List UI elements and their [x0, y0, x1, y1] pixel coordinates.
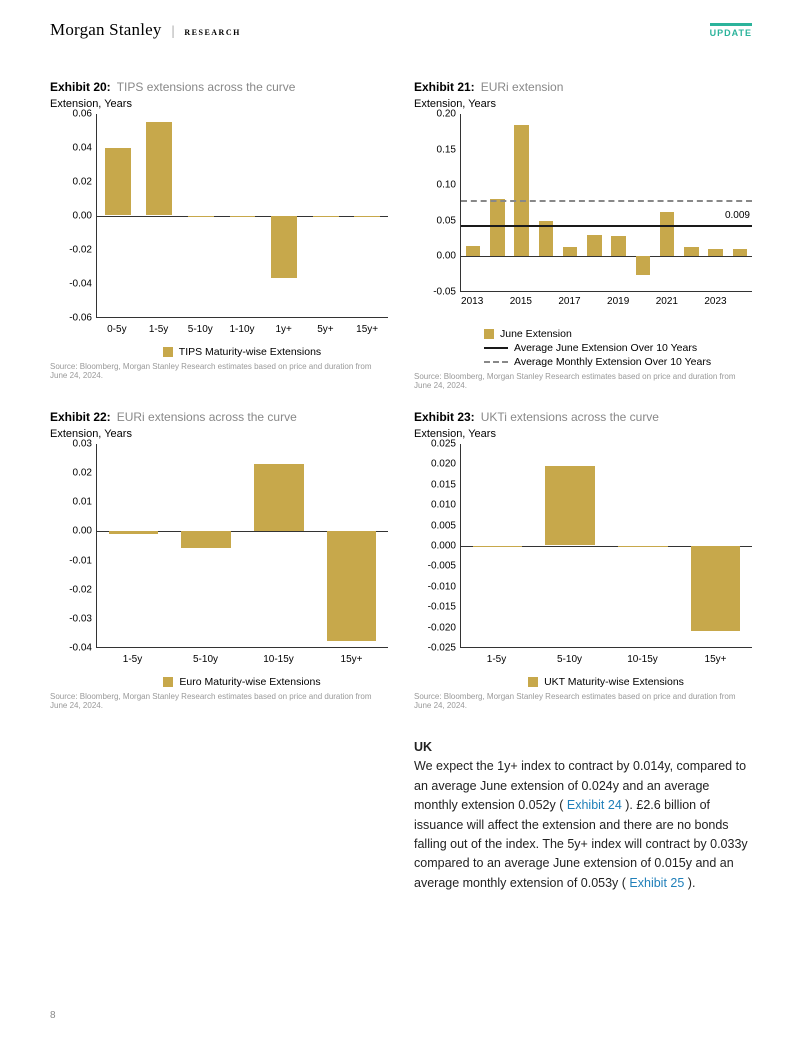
- legend: Euro Maturity-wise Extensions: [96, 676, 388, 688]
- xlabels: 201320152017201920212023: [460, 296, 752, 310]
- legend-row: Average Monthly Extension Over 10 Years: [484, 356, 711, 368]
- legend-swatch: [484, 329, 494, 339]
- yaxis: -0.04-0.03-0.02-0.010.000.010.020.03: [50, 444, 96, 648]
- exhibit-grid: Exhibit 20: TIPS extensions across the c…: [50, 80, 752, 893]
- legend-label: June Extension: [500, 328, 572, 340]
- legend-label: UKT Maturity-wise Extensions: [544, 676, 684, 688]
- legend-swatch: [528, 677, 538, 687]
- plot: [96, 114, 388, 318]
- source-note: Source: Bloomberg, Morgan Stanley Resear…: [50, 692, 388, 710]
- plot: [96, 444, 388, 648]
- exhibit-title: Exhibit 21: EURi extension: [414, 80, 752, 94]
- source-note: Source: Bloomberg, Morgan Stanley Resear…: [50, 362, 388, 380]
- exhibit-desc: EURi extensions across the curve: [117, 410, 297, 424]
- chart-area-23: Extension, Years -0.025-0.020-0.015-0.01…: [414, 428, 752, 688]
- legend-label: Euro Maturity-wise Extensions: [179, 676, 320, 688]
- exhibit-desc: EURi extension: [481, 80, 564, 94]
- yaxis: -0.050.000.050.100.150.20: [414, 114, 460, 292]
- page-header: Morgan Stanley | RESEARCH UPDATE: [50, 20, 752, 40]
- exhibit-title: Exhibit 22: EURi extensions across the c…: [50, 410, 388, 424]
- legend-line-icon: [484, 347, 508, 349]
- ylabel: Extension, Years: [50, 428, 388, 440]
- page: Morgan Stanley | RESEARCH UPDATE Exhibit…: [0, 0, 802, 1037]
- ylabel: Extension, Years: [414, 428, 752, 440]
- xlabels: 0-5y1-5y5-10y1-10y1y+5y+15y+: [96, 324, 388, 338]
- yaxis: -0.06-0.04-0.020.000.020.040.06: [50, 114, 96, 318]
- chart-area-20: Extension, Years -0.06-0.04-0.020.000.02…: [50, 98, 388, 358]
- brand-block: Morgan Stanley | RESEARCH: [50, 20, 241, 40]
- legend-label: Average June Extension Over 10 Years: [514, 342, 697, 354]
- source-note: Source: Bloomberg, Morgan Stanley Resear…: [414, 372, 752, 390]
- legend-row: UKT Maturity-wise Extensions: [528, 676, 684, 688]
- exhibit-link-25[interactable]: Exhibit 25: [629, 876, 684, 890]
- chart-area-21: Extension, Years -0.050.000.050.100.150.…: [414, 98, 752, 368]
- exhibit-number: Exhibit 21:: [414, 80, 475, 94]
- brand-divider: |: [172, 24, 175, 40]
- plot: [460, 444, 752, 648]
- body-heading: UK: [414, 740, 432, 754]
- body-p1c: ).: [684, 876, 695, 890]
- source-note: Source: Bloomberg, Morgan Stanley Resear…: [414, 692, 752, 710]
- exhibit-20: Exhibit 20: TIPS extensions across the c…: [50, 80, 388, 404]
- legend-label: Average Monthly Extension Over 10 Years: [514, 356, 711, 368]
- legend-row: Average June Extension Over 10 Years: [484, 342, 697, 354]
- chart-area-22: Extension, Years -0.04-0.03-0.02-0.010.0…: [50, 428, 388, 688]
- update-badge: UPDATE: [710, 23, 752, 38]
- exhibit-desc: TIPS extensions across the curve: [117, 80, 296, 94]
- body-text: UK We expect the 1y+ index to contract b…: [414, 738, 752, 893]
- exhibit-desc: UKTi extensions across the curve: [481, 410, 659, 424]
- exhibit-number: Exhibit 20:: [50, 80, 111, 94]
- exhibit-22: Exhibit 22: EURi extensions across the c…: [50, 410, 388, 724]
- exhibit-number: Exhibit 23:: [414, 410, 475, 424]
- ylabel: Extension, Years: [50, 98, 388, 110]
- plot: 0.009: [460, 114, 752, 292]
- legend: June Extension Average June Extension Ov…: [484, 328, 752, 368]
- legend-row: June Extension: [484, 328, 572, 340]
- ylabel: Extension, Years: [414, 98, 752, 110]
- exhibit-23: Exhibit 23: UKTi extensions across the c…: [414, 410, 752, 724]
- exhibit-link-24[interactable]: Exhibit 24: [567, 798, 622, 812]
- brand-name: Morgan Stanley: [50, 20, 162, 40]
- xlabels: 1-5y5-10y10-15y15y+: [96, 654, 388, 668]
- legend-dash-icon: [484, 361, 508, 363]
- exhibit-21: Exhibit 21: EURi extension Extension, Ye…: [414, 80, 752, 404]
- legend-row: TIPS Maturity-wise Extensions: [163, 346, 321, 358]
- legend-swatch: [163, 677, 173, 687]
- exhibit-number: Exhibit 22:: [50, 410, 111, 424]
- legend: TIPS Maturity-wise Extensions: [96, 346, 388, 358]
- yaxis: -0.025-0.020-0.015-0.010-0.0050.0000.005…: [414, 444, 460, 648]
- page-number: 8: [50, 1010, 56, 1021]
- legend-swatch: [163, 347, 173, 357]
- brand-sub: RESEARCH: [184, 28, 240, 37]
- legend-row: Euro Maturity-wise Extensions: [163, 676, 320, 688]
- exhibit-title: Exhibit 20: TIPS extensions across the c…: [50, 80, 388, 94]
- legend-label: TIPS Maturity-wise Extensions: [179, 346, 321, 358]
- xlabels: 1-5y5-10y10-15y15y+: [460, 654, 752, 668]
- legend: UKT Maturity-wise Extensions: [460, 676, 752, 688]
- exhibit-title: Exhibit 23: UKTi extensions across the c…: [414, 410, 752, 424]
